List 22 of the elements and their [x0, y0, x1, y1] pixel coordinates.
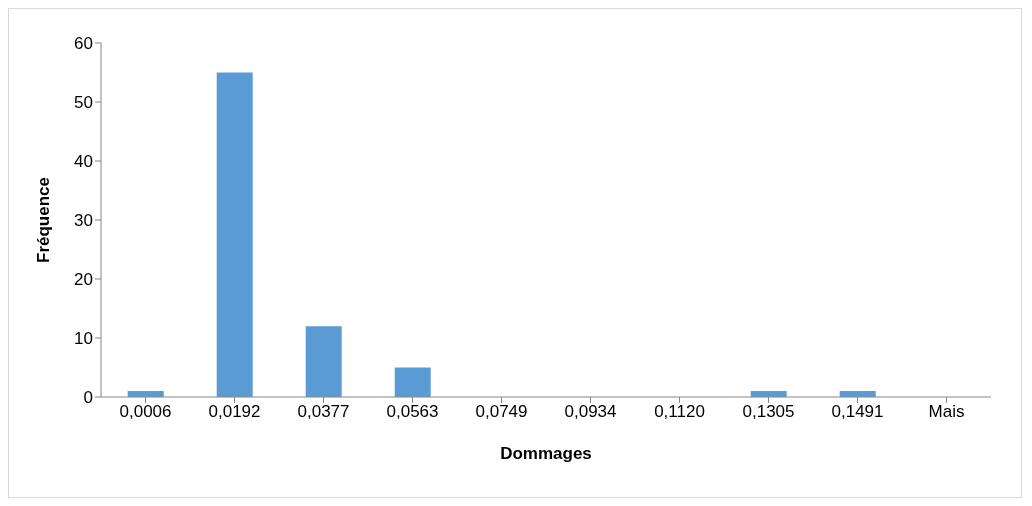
x-tick-label: 0,0192 [208, 402, 261, 422]
y-tick-label: 20 [74, 270, 93, 290]
x-tick-label: 0,1120 [654, 402, 705, 422]
bar [305, 326, 342, 397]
bar [394, 367, 431, 397]
y-tick-label: 30 [74, 211, 93, 231]
bar [216, 72, 253, 397]
x-tick-label: 0,0377 [297, 402, 350, 422]
x-tick-label: 0,0006 [119, 402, 172, 422]
x-tick-label: 0,1491 [831, 402, 884, 422]
y-tick-label: 60 [74, 34, 93, 54]
x-tick-label: Mais [928, 402, 965, 422]
x-tick-label: 0,0563 [386, 402, 439, 422]
y-axis-title: Fréquence [34, 177, 54, 263]
x-tick-label: 0,1305 [742, 402, 795, 422]
x-tick-label: 0,0934 [564, 402, 617, 422]
y-tick-label: 0 [83, 388, 93, 408]
x-axis-title: Dommages [500, 444, 592, 463]
x-tick-label: 0,0749 [475, 402, 528, 422]
y-tick-label: 10 [74, 329, 93, 349]
y-tick-label: 40 [74, 152, 93, 172]
y-tick-label: 50 [74, 93, 93, 113]
